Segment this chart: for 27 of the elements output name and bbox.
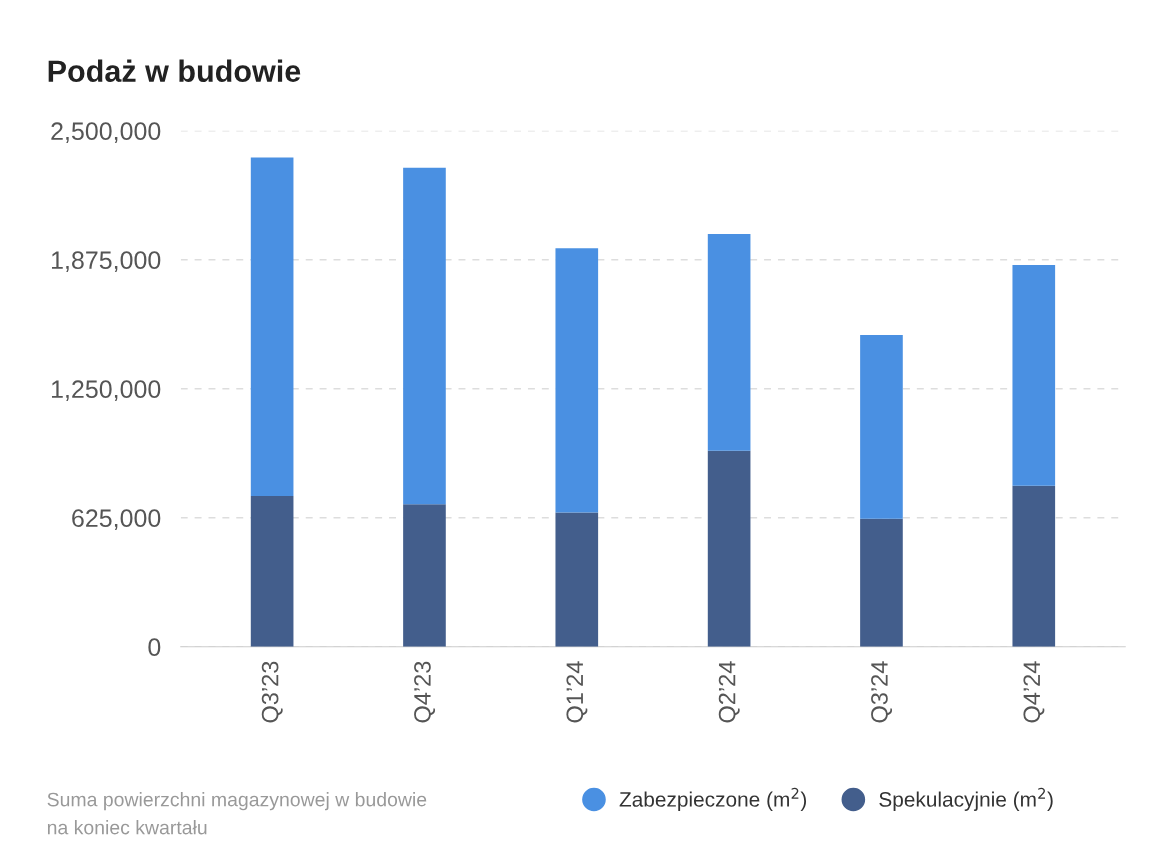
bar [860,335,903,519]
x-tick-label: Q3’23 [261,661,283,723]
text: Suma powierzchni magazynowej w budowie na koniec kwartału [47,792,427,835]
bar [1012,485,1056,647]
bar [403,167,446,505]
x-tick-label: Q1’24 [566,661,588,723]
bar [250,157,294,497]
bar [707,233,751,451]
bar [555,248,599,513]
x-tick-label: Q3’24 [871,661,893,723]
chart-title: Podaż w budowie [48,59,301,82]
y-tick-label: 625,000 [72,509,161,530]
bar [860,518,903,647]
y-tick-label: 0 [148,638,161,657]
y-tick-label: 2,500,000 [51,122,161,143]
bar [403,504,446,647]
bar [707,450,751,647]
legend-label: Zabezpieczone (m$^{2}$) [619,787,807,811]
y-tick-label: 1,875,000 [51,251,161,272]
x-tick-label: Q4’23 [414,661,436,723]
x-tick-label: Q2’24 [718,661,740,723]
bar [1012,264,1056,486]
bar [250,496,294,647]
legend-label: Spekulacyjnie (m$^{2}$) [879,787,1053,811]
x-tick-label: Q4’24 [1023,661,1045,723]
bar [555,512,599,647]
y-tick-label: 1,250,000 [51,380,161,401]
